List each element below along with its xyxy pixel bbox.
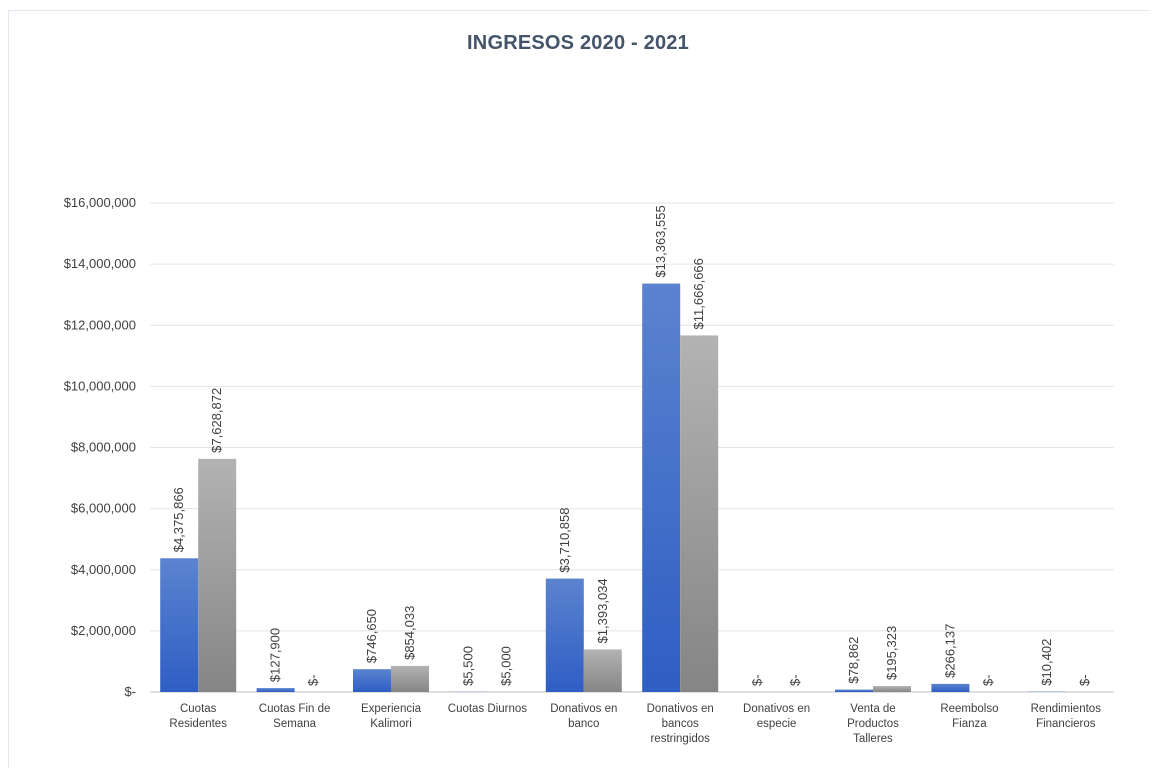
data-label: $- (788, 674, 803, 686)
data-label: $78,862 (846, 637, 861, 684)
category-label: Experiencia (361, 703, 422, 715)
category-label: Donativos en (743, 703, 810, 715)
data-label: $5,000 (498, 646, 513, 686)
data-label: $7,628,872 (209, 388, 224, 453)
y-tick-label: $14,000,000 (64, 256, 136, 271)
bars (160, 283, 1066, 692)
category-label: banco (568, 718, 599, 730)
bar (680, 335, 719, 692)
data-label: $3,710,858 (557, 508, 572, 573)
bar (583, 649, 622, 692)
data-label: $13,363,555 (653, 205, 668, 277)
bar (545, 578, 584, 692)
category-label: Fianza (952, 718, 987, 730)
category-label: Cuotas Fin de (259, 703, 331, 715)
y-tick-label: $- (124, 684, 136, 699)
category-label: bancos (662, 718, 699, 730)
bar (353, 669, 391, 692)
data-label: $- (1077, 674, 1092, 686)
category-label: Venta de (850, 703, 895, 715)
category-label: Cuotas Diurnos (448, 703, 528, 715)
y-tick-label: $10,000,000 (64, 378, 136, 393)
category-label: Reembolso (940, 703, 998, 715)
category-label: Semana (273, 718, 316, 730)
data-label: $- (306, 674, 321, 686)
data-label: $127,900 (268, 628, 283, 682)
category-label: Talleres (853, 733, 893, 745)
data-label: $5,500 (460, 646, 475, 686)
data-label: $11,666,666 (691, 258, 706, 329)
category-label: Kalimori (370, 718, 412, 730)
bar (256, 688, 295, 692)
bar (931, 683, 970, 692)
y-tick-label: $6,000,000 (71, 501, 136, 516)
data-label: $4,375,866 (171, 487, 186, 552)
data-label: $- (750, 674, 765, 686)
data-label: $10,402 (1039, 639, 1054, 686)
data-label: $746,650 (364, 609, 379, 663)
category-label: Financieros (1036, 718, 1096, 730)
bar (873, 686, 911, 692)
category-label: restringidos (650, 733, 710, 745)
category-label: Cuotas (180, 703, 217, 715)
data-label: $266,137 (942, 624, 957, 678)
y-tick-label: $12,000,000 (64, 317, 136, 332)
category-label: Rendimientos (1031, 703, 1102, 715)
data-label: $1,393,034 (595, 578, 610, 643)
bar (391, 665, 429, 692)
y-tick-label: $16,000,000 (64, 195, 136, 210)
category-label: especie (757, 718, 797, 730)
y-axis: $- $2,000,000 $4,000,000 $6,000,000 $8,000,0… (64, 195, 136, 699)
bar (642, 283, 681, 692)
bar (198, 458, 237, 692)
gridlines (150, 202, 1114, 693)
data-label: $854,033 (402, 606, 417, 660)
y-tick-label: $2,000,000 (71, 623, 136, 638)
category-label: Donativos en (647, 703, 714, 715)
data-label: $195,323 (884, 626, 899, 680)
category-label: Residentes (169, 718, 227, 730)
y-tick-label: $4,000,000 (71, 562, 136, 577)
chart-title: INGRESOS 2020 - 2021 (467, 32, 689, 54)
category-label: Productos (847, 718, 899, 730)
bar (160, 558, 199, 692)
data-labels: $4,375,866 $7,628,872 $127,900 $- $746,650 $8… (171, 205, 1092, 686)
y-tick-label: $8,000,000 (71, 440, 136, 455)
x-axis: Cuotas Residentes Cuotas Fin de Semana Exper… (169, 703, 1101, 745)
chart-frame (8, 10, 1150, 768)
category-label: Donativos en (550, 703, 617, 715)
data-label: $- (980, 674, 995, 686)
bar (835, 689, 873, 692)
